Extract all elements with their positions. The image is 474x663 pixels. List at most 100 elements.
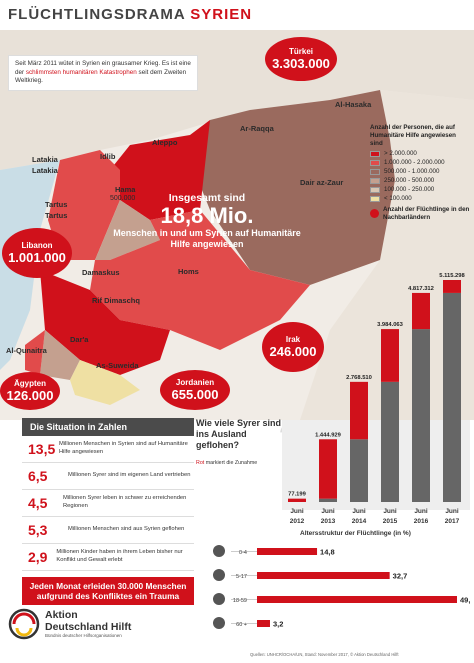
bar-category-label: Juni (445, 508, 459, 515)
age-value-label: 14,8 (320, 548, 335, 557)
fact-text: Millionen Menschen in Syrien sind auf Hu… (58, 441, 188, 455)
bar-value-label: 77.199 (288, 492, 307, 498)
region-east (190, 90, 395, 285)
age-category-label: 5-17 (236, 574, 247, 580)
bar-category-year: 2013 (321, 518, 336, 525)
question-note-red: Rot (196, 460, 205, 467)
label-al-hasaka: Al-Hasaka (335, 100, 372, 109)
age-bar (257, 548, 318, 555)
map-legend: Anzahl der Personen, die auf Humanitäre … (370, 124, 470, 221)
age-category-label: 0-4 (239, 550, 247, 556)
bar-category-year: 2017 (445, 518, 460, 525)
label-tartus-2: Tartus (45, 211, 68, 220)
legend-items: > 2.000.000 1.000.000 - 2.000.000 500.000 … (370, 150, 470, 202)
intro-text: Seit März 2011 wütet in Syrien ein graus… (8, 55, 198, 91)
bar-chart-background (282, 420, 470, 510)
legend-label: < 100.000 (384, 195, 412, 203)
facts-list: 13,5 Millionen Menschen in Syrien sind au… (22, 436, 194, 571)
region-as-suweida (70, 360, 140, 405)
center-line2: 18,8 Mio. (160, 203, 254, 228)
age-category-label: 60 + (236, 622, 247, 628)
logo-sub: Bündnis deutscher Hilfsorganisationen (45, 633, 122, 639)
label-hama: Hama (115, 185, 136, 194)
legend-swatch (370, 159, 380, 166)
logo-icon (8, 608, 40, 640)
label-al-qunaitra: Al-Qunaitra (6, 346, 47, 355)
bar-value-label: 3.984.063 (377, 322, 404, 328)
label-aleppo: Aleppo (152, 138, 178, 147)
fact-number: 13,5 (28, 441, 56, 457)
bubble-tuerkei-name: Türkei (288, 47, 313, 56)
label-homs: Homs (178, 267, 199, 276)
question-note-rest: markiert die Zunahme (204, 460, 258, 467)
facts-red-box: Jeden Monat erleiden 30.000 Menschen auf… (22, 577, 194, 606)
region-aleppo (110, 120, 210, 220)
bar-increase (319, 439, 337, 499)
age-chart-title: Altersstruktur der Flüchtlinge (in %) (300, 530, 411, 537)
legend-refugee-label: Anzahl der Flüchtlinge in den Nachbarlän… (383, 206, 470, 221)
bubble-irak-name: Irak (285, 335, 301, 344)
age-group-person-icon (213, 545, 225, 557)
label-ar-raqqa: Ar-Raqqa (240, 124, 274, 133)
question-box: Wie viele Syrer sind ins Ausland geflohe… (196, 418, 288, 467)
fact-text: Millionen Syrer leben in schwer zu errei… (62, 495, 187, 509)
age-bar (257, 596, 457, 603)
legend-refugee: Anzahl der Flüchtlinge in den Nachbarlän… (370, 206, 470, 221)
label-tartus: Tartus (45, 200, 68, 209)
age-group-person-icon (213, 593, 225, 605)
bubble-tuerkei: Türkei 3.303.000 (265, 37, 337, 81)
refugee-bar-chart: 77.199 Juni 2012 1.444.929 Juni 2013 2.768.510… (282, 273, 470, 525)
label-as-suweida: As-Suweida (96, 361, 139, 370)
age-title-text: Altersstruktur der Flüchtlinge (300, 530, 392, 537)
bar-base (319, 498, 337, 502)
facts-heading: Die Situation in Zahlen (22, 418, 194, 436)
label-dara: Dar'a (70, 335, 89, 344)
logo-name-line2: Deutschland Hilft (45, 620, 132, 633)
legend-item: < 100.000 (370, 195, 470, 202)
center-message: Insgesamt sind 18,8 Mio. Menschen in und… (112, 192, 302, 250)
logo-name-line1: Aktion (45, 608, 78, 621)
age-bar (257, 572, 390, 579)
legend-item: 500.000 - 1.000.000 (370, 168, 470, 175)
legend-item: > 2.000.000 (370, 150, 470, 157)
legend-title: Anzahl der Personen, die auf Humanitäre … (370, 124, 456, 147)
bar-value-label: 5.115.298 (439, 273, 465, 279)
bubble-libanon-name: Libanon (21, 241, 53, 250)
region-homs (90, 210, 310, 350)
fact-row: 2,9 Millionen Kinder haben in ihrem Leben… (22, 544, 194, 571)
legend-label: 500.000 - 1.000.000 (384, 168, 440, 176)
bar-base (443, 292, 461, 502)
fact-text: Millionen Kinder haben in ihrem Leben bi… (56, 549, 183, 563)
bar-base (350, 439, 368, 502)
age-bar (257, 620, 270, 627)
refugee-dot-icon (370, 209, 379, 219)
bubble-aegypten-value: 126.000 (6, 388, 54, 403)
fact-number: 2,9 (28, 549, 48, 565)
bar-value-label: 1.444.929 (315, 432, 342, 438)
legend-item: 100.000 - 250.000 (370, 186, 470, 193)
center-line3: Menschen in und um Syrien auf Humanitäre… (113, 228, 301, 249)
bar-base (381, 381, 399, 502)
fact-row: 4,5 Millionen Syrer leben in schwer zu er… (22, 490, 194, 517)
bar-category-label: Juni (414, 508, 428, 515)
label-latakia-2: Latakia (32, 166, 58, 175)
bubble-jordanien-value: 655.000 (171, 387, 219, 402)
page-title: FLÜCHTLINGSDRAMA SYRIEN (8, 6, 252, 23)
center-line1: Insgesamt sind (168, 192, 246, 204)
legend-item: 250.000 - 500.000 (370, 177, 470, 184)
region-hama (95, 200, 160, 260)
bubble-irak: Irak 246.000 (262, 322, 324, 372)
label-idlib: Idlib (100, 152, 116, 161)
bar-category-label: Juni (383, 508, 397, 515)
bar-increase (412, 292, 430, 330)
question-text: Wie viele Syrer sind ins Ausland geflohe… (196, 418, 281, 450)
bubble-jordanien-name: Jordanien (175, 378, 215, 387)
fact-text: Millionen Syrer sind im eigenen Land ver… (68, 472, 191, 479)
bar-category-year: 2014 (352, 518, 367, 525)
bar-increase (381, 329, 399, 382)
intro-part-b: seit dem Zweiten Weltkrieg. (15, 68, 187, 85)
legend-swatch (370, 177, 380, 184)
bubble-aegypten: Ägypten 126.000 (0, 372, 60, 410)
bar-category-year: 2012 (290, 518, 305, 525)
bar-base (412, 329, 430, 502)
